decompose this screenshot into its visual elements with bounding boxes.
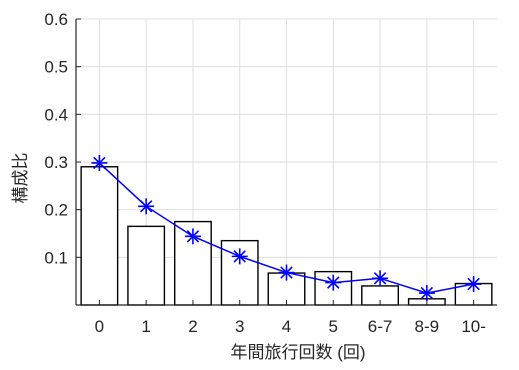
asterisk-marker — [231, 248, 248, 265]
x-tick-label: 2 — [188, 317, 197, 336]
marker-layer — [91, 154, 482, 302]
x-tick-label: 1 — [141, 317, 150, 336]
marker-stroke — [186, 230, 200, 243]
asterisk-marker — [372, 270, 389, 287]
asterisk-marker — [418, 285, 435, 302]
x-axis-label: 年間旅行回数 (回) — [230, 343, 365, 362]
marker-stroke — [373, 272, 387, 285]
bar — [80, 166, 119, 306]
bar — [127, 225, 166, 306]
asterisk-marker — [465, 276, 482, 293]
y-tick-label: 0.4 — [44, 105, 68, 124]
marker-stroke — [139, 200, 153, 213]
x-tick-label: 3 — [235, 317, 244, 336]
y-tick-label: 0.2 — [44, 201, 68, 220]
asterisk-marker — [91, 154, 108, 171]
y-tick-label: 0.1 — [44, 248, 68, 267]
marker-stroke — [467, 277, 480, 291]
asterisk-marker — [138, 198, 155, 215]
x-tick-label: 6-7 — [368, 317, 393, 336]
x-tick-label: 4 — [282, 317, 291, 336]
marker-stroke — [327, 276, 340, 289]
x-tick-label: 10- — [461, 317, 486, 336]
asterisk-marker — [325, 274, 342, 291]
x-tick-label: 5 — [329, 317, 338, 336]
y-tick-label: 0.3 — [44, 153, 68, 172]
asterisk-marker — [278, 264, 295, 281]
marker-stroke — [93, 156, 106, 170]
grid-layer — [76, 18, 497, 305]
label-layer: 年間旅行回数 (回) 構成比 — [11, 153, 366, 363]
axis-layer: 0.1 0.2 0.3 0.4 0.5 0.6 0 1 2 3 4 5 6-7 8-9 10- — [44, 10, 497, 336]
asterisk-marker — [184, 228, 201, 245]
marker-stroke — [280, 266, 293, 279]
y-tick-label: 0.6 — [44, 10, 68, 29]
y-axis-label: 構成比 — [11, 153, 30, 204]
y-tick-label: 0.5 — [44, 58, 68, 77]
marker-stroke — [420, 286, 434, 300]
x-tick-label: 8-9 — [415, 317, 440, 336]
x-tick-label: 0 — [95, 317, 104, 336]
marker-stroke — [233, 250, 246, 263]
